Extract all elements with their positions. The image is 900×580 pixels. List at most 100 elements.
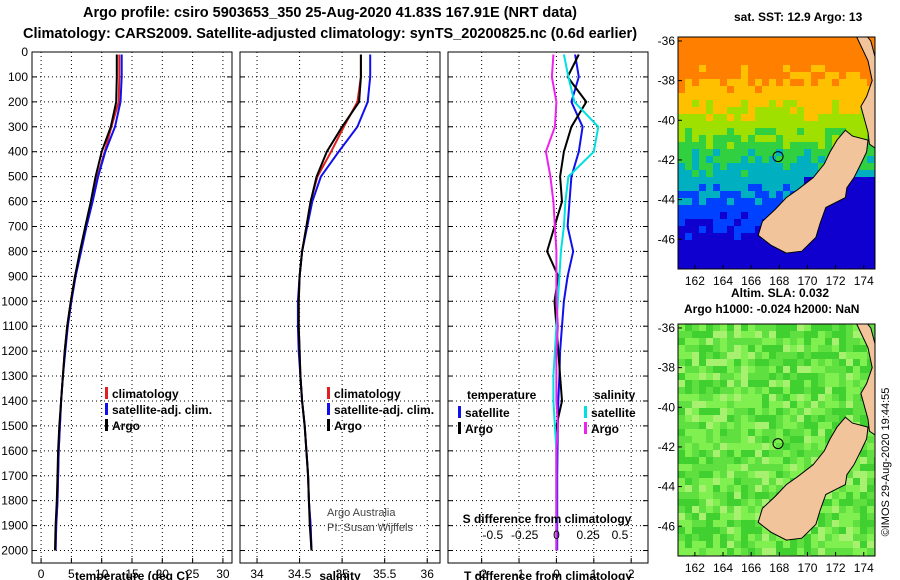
map-cell xyxy=(762,261,770,269)
map-cell xyxy=(825,107,833,115)
map-cell xyxy=(755,233,763,241)
map-cell xyxy=(818,156,826,164)
map-cell xyxy=(748,359,756,367)
map-cell xyxy=(797,44,805,52)
map-cell xyxy=(846,331,854,339)
map-cell xyxy=(825,128,833,136)
map-cell xyxy=(748,261,756,269)
map-cell xyxy=(832,387,840,395)
map-cell xyxy=(692,373,700,381)
map-cell xyxy=(818,100,826,108)
map-cell xyxy=(755,541,763,549)
map-cell xyxy=(825,324,833,332)
map-cell xyxy=(748,219,756,227)
map-cell xyxy=(685,72,693,80)
map-cell xyxy=(769,443,777,451)
map-cell xyxy=(748,44,756,52)
map-cell xyxy=(769,107,777,115)
map-cell xyxy=(727,219,735,227)
map-cell xyxy=(769,450,777,458)
map-cell xyxy=(818,128,826,136)
map-cell xyxy=(790,100,798,108)
map-cell xyxy=(776,415,784,423)
map-cell xyxy=(776,408,784,416)
map-cell xyxy=(769,548,777,556)
map-cell xyxy=(720,100,728,108)
map-cell xyxy=(853,226,861,234)
map-cell xyxy=(685,534,693,542)
sla-map-title: Altim. SLA: 0.032 xyxy=(731,286,830,300)
map-cell xyxy=(713,499,721,507)
map-cell xyxy=(734,450,742,458)
map-panels: 162 164 166 168 170 172 174-36-38-40-42-44-461… xyxy=(658,34,876,575)
map-cell xyxy=(783,401,791,409)
map-cell xyxy=(692,212,700,220)
map-cell xyxy=(867,366,875,374)
map-cell xyxy=(776,373,784,381)
map-cell xyxy=(776,436,784,444)
map-cell xyxy=(706,541,714,549)
map-cell xyxy=(776,114,784,122)
map-cell xyxy=(720,121,728,129)
map-cell xyxy=(811,72,819,80)
map-cell xyxy=(727,464,735,472)
x-axis-label: salinity xyxy=(319,569,361,580)
map-cell xyxy=(685,471,693,479)
map-cell xyxy=(769,436,777,444)
map-cell xyxy=(853,65,861,73)
map-cell xyxy=(727,429,735,437)
map-cell xyxy=(776,191,784,199)
map-cell xyxy=(825,527,833,535)
map-cell xyxy=(776,177,784,185)
map-cell xyxy=(678,380,686,388)
land-south-island xyxy=(757,129,869,254)
map-cell xyxy=(685,233,693,241)
map-cell xyxy=(804,401,812,409)
map-cell xyxy=(762,37,770,45)
map-cell xyxy=(818,240,826,248)
map-cell xyxy=(790,366,798,374)
map-cell xyxy=(706,205,714,213)
map-cell xyxy=(797,114,805,122)
map-cell xyxy=(685,142,693,150)
map-cell xyxy=(692,548,700,556)
map-cell xyxy=(755,114,763,122)
map-cell xyxy=(692,450,700,458)
map-cell xyxy=(748,170,756,178)
map-cell xyxy=(776,485,784,493)
map-cell xyxy=(727,422,735,430)
map-cell xyxy=(678,254,686,262)
map-cell xyxy=(699,492,707,500)
y-tick-label: 1500 xyxy=(1,419,28,433)
map-cell xyxy=(839,352,847,360)
map-cell xyxy=(804,338,812,346)
legend-swatch xyxy=(105,387,108,399)
map-cell xyxy=(797,135,805,143)
map-cell xyxy=(825,373,833,381)
map-cell xyxy=(706,149,714,157)
map-cell xyxy=(769,261,777,269)
map-cell xyxy=(720,65,728,73)
map-cell xyxy=(769,485,777,493)
map-cell xyxy=(748,233,756,241)
map-cell xyxy=(804,345,812,353)
map-cell xyxy=(685,121,693,129)
land-north-island xyxy=(856,37,875,149)
map-cell xyxy=(755,548,763,556)
map-cell xyxy=(839,254,847,262)
map-cell xyxy=(783,394,791,402)
map-cell xyxy=(706,408,714,416)
map-cell xyxy=(706,170,714,178)
map-cell xyxy=(678,219,686,227)
map-cell xyxy=(839,114,847,122)
map-cell xyxy=(853,107,861,115)
map-cell xyxy=(678,247,686,255)
map-cell xyxy=(692,471,700,479)
legend-swatch xyxy=(584,422,587,434)
map-cell xyxy=(685,128,693,136)
map-cell xyxy=(678,107,686,115)
map-cell xyxy=(790,135,798,143)
map-cell xyxy=(825,338,833,346)
map-cell xyxy=(853,359,861,367)
map-cell xyxy=(832,205,840,213)
